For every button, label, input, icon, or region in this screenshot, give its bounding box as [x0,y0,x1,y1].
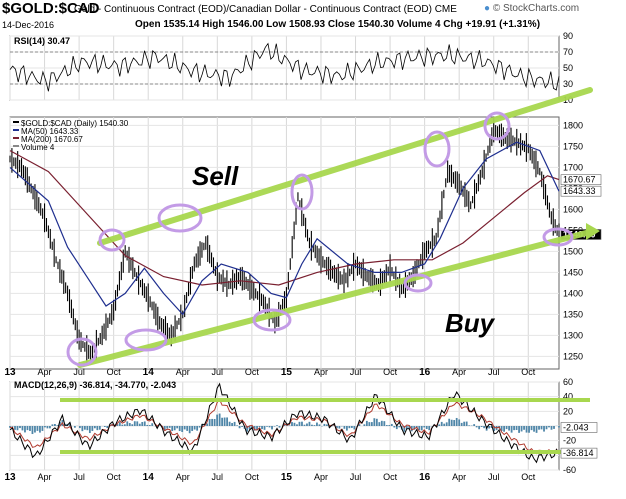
price-tick-label: 1600 [563,204,583,214]
macd-value-box [560,447,598,459]
price-tick-label: 1750 [563,141,583,151]
rsi-tick-label: 50 [563,63,573,73]
macd-title: MACD(12,26,9) -36.814, -34.770, -2.043 [14,380,176,390]
legend-entry: MA(50) 1643.33 [21,127,79,136]
x-tick-label: Oct [245,367,260,377]
x-tick-label-macd: Oct [107,472,122,482]
x-tick-label: Apr [314,367,328,377]
macd-tick-label: -20 [563,436,576,446]
price-tick-label: 1450 [563,267,583,277]
legend-swatch [13,129,19,131]
highlight-ellipse [423,130,451,168]
x-tick-label: Jul [488,367,500,377]
highlight-ellipse [483,111,511,141]
x-tick-label-macd: 16 [419,472,431,483]
price-tick-label: 1250 [563,351,583,361]
highlight-ellipse [542,227,574,247]
x-tick-label-macd: 15 [281,472,293,483]
x-tick-label-macd: Jul [212,472,224,482]
price-tick-label: 1300 [563,330,583,340]
x-tick-label-macd: Apr [38,472,52,482]
macd-tick-label: 20 [563,406,573,416]
x-tick-label: Apr [38,367,52,377]
macd-tick-label: 60 [563,377,573,387]
trend-arrow-head [586,223,600,240]
highlight-ellipse [98,228,126,252]
price-tick-label: 1800 [563,120,583,130]
x-tick-label-macd: Jul [488,472,500,482]
x-tick-label: Jul [212,367,224,377]
legend-swatch [13,137,19,139]
rsi-title: RSI(14) 30.47 [14,36,70,46]
rsi-tick-label: 90 [563,31,573,41]
price-tick-label: 1500 [563,246,583,256]
x-tick-label: 15 [281,367,293,378]
highlight-ellipse [252,308,292,332]
x-tick-label: 14 [143,367,155,378]
legend-entry: Volume 4 [21,143,55,152]
highlight-ellipse [157,203,203,233]
x-tick-label: Apr [176,367,190,377]
x-tick-label: Apr [452,367,466,377]
x-tick-label-macd: Oct [383,472,398,482]
price-tick-label: 1700 [563,162,583,172]
macd-value-label: -36.814 [563,448,594,458]
x-tick-label-macd: 14 [143,472,155,483]
price-value-label: 1670.67 [563,175,596,185]
price-value-box [560,185,602,197]
x-tick-label-macd: 13 [4,472,16,483]
x-tick-label-macd: Apr [176,472,190,482]
macd-value-box [560,422,598,433]
price-value-label: 1643.33 [563,186,596,196]
price-stats: Open 1535.14 High 1546.00 Low 1508.93 Cl… [135,19,541,30]
rsi-tick-label: 70 [563,47,573,57]
legend-swatch [13,145,19,147]
sell-annotation: Sell [192,161,239,191]
price-tick-label: 1350 [563,309,583,319]
highlight-ellipse [290,173,314,211]
x-tick-label: Oct [383,367,398,377]
x-tick-label: Oct [521,367,536,377]
x-tick-label-macd: Apr [314,472,328,482]
x-tick-label-macd: Oct [521,472,536,482]
ma50-line [9,141,560,316]
chart-subtitle: Gold - Continuous Contract (EOD)/Canadia… [74,4,457,15]
x-tick-label-macd: Jul [73,472,85,482]
macd-tick-label: -60 [563,465,576,475]
x-tick-label-macd: Oct [245,472,260,482]
legend-swatch [13,121,19,123]
x-tick-label: 16 [419,367,431,378]
highlight-ellipse [66,337,98,367]
highlight-ellipse [124,328,168,352]
x-tick-label: Oct [107,367,122,377]
chart-date: 14-Dec-2016 [2,20,55,30]
rsi-line [9,42,560,92]
brand-label[interactable]: ● © StockCharts.com [484,3,579,14]
rsi-tick-label: 30 [563,79,573,89]
x-tick-label: Jul [73,367,85,377]
highlight-ellipse [403,273,433,293]
brand-text: © StockCharts.com [492,3,580,14]
x-tick-label-macd: Apr [452,472,466,482]
buy-annotation: Buy [445,308,496,338]
chart-title: $GOLD:$CAD [2,0,100,17]
legend-entry: $GOLD:$CAD (Daily) 1540.30 [21,119,129,128]
trend-line-upper [97,87,593,246]
x-tick-label: 13 [4,367,16,378]
macd-line [9,382,560,464]
legend-entry: MA(200) 1670.67 [21,135,83,144]
x-tick-label-macd: Jul [350,472,362,482]
stockcharts-logo-icon: ● [484,3,491,14]
macd-tick-label: 40 [563,392,573,402]
price-tick-label: 1400 [563,288,583,298]
x-tick-label: Jul [350,367,362,377]
price-value-box [560,174,602,186]
macd-value-label: -2.043 [563,422,589,432]
